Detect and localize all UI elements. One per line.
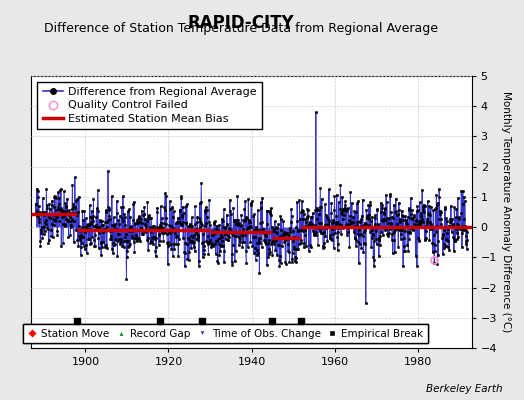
Y-axis label: Monthly Temperature Anomaly Difference (°C): Monthly Temperature Anomaly Difference (…: [501, 91, 511, 333]
Text: Difference of Station Temperature Data from Regional Average: Difference of Station Temperature Data f…: [44, 22, 438, 35]
Legend: Station Move, Record Gap, Time of Obs. Change, Empirical Break: Station Move, Record Gap, Time of Obs. C…: [23, 324, 428, 343]
Text: Berkeley Earth: Berkeley Earth: [427, 384, 503, 394]
Text: RAPID-CITY: RAPID-CITY: [188, 14, 294, 32]
